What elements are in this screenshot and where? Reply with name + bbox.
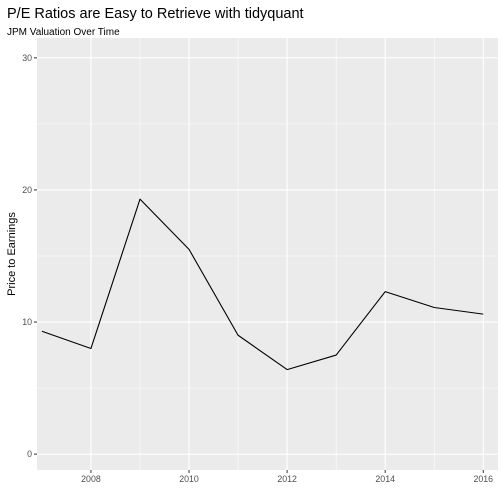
x-tick-label: 2012 <box>277 474 297 484</box>
y-tick-label: 20 <box>22 185 32 195</box>
y-axis: 0 10 20 30 <box>22 53 37 459</box>
series-layer <box>41 198 484 371</box>
series-line <box>41 198 484 371</box>
x-tick-label: 2014 <box>375 474 395 484</box>
y-axis-title: Price to Earnings <box>6 212 18 296</box>
minor-gridlines <box>37 38 498 470</box>
x-tick-label: 2010 <box>179 474 199 484</box>
y-tick-label: 0 <box>27 449 32 459</box>
chart-title: P/E Ratios are Easy to Retrieve with tid… <box>7 6 304 22</box>
plot-panel <box>37 38 498 470</box>
y-tick-label: 10 <box>22 317 32 327</box>
x-tick-label: 2008 <box>81 474 101 484</box>
major-gridlines <box>37 38 498 470</box>
chart-subtitle: JPM Valuation Over Time <box>7 27 120 38</box>
x-tick-label: 2016 <box>473 474 493 484</box>
x-axis: 2008 2010 2012 2014 2016 <box>81 470 493 484</box>
y-tick-label: 30 <box>22 53 32 63</box>
